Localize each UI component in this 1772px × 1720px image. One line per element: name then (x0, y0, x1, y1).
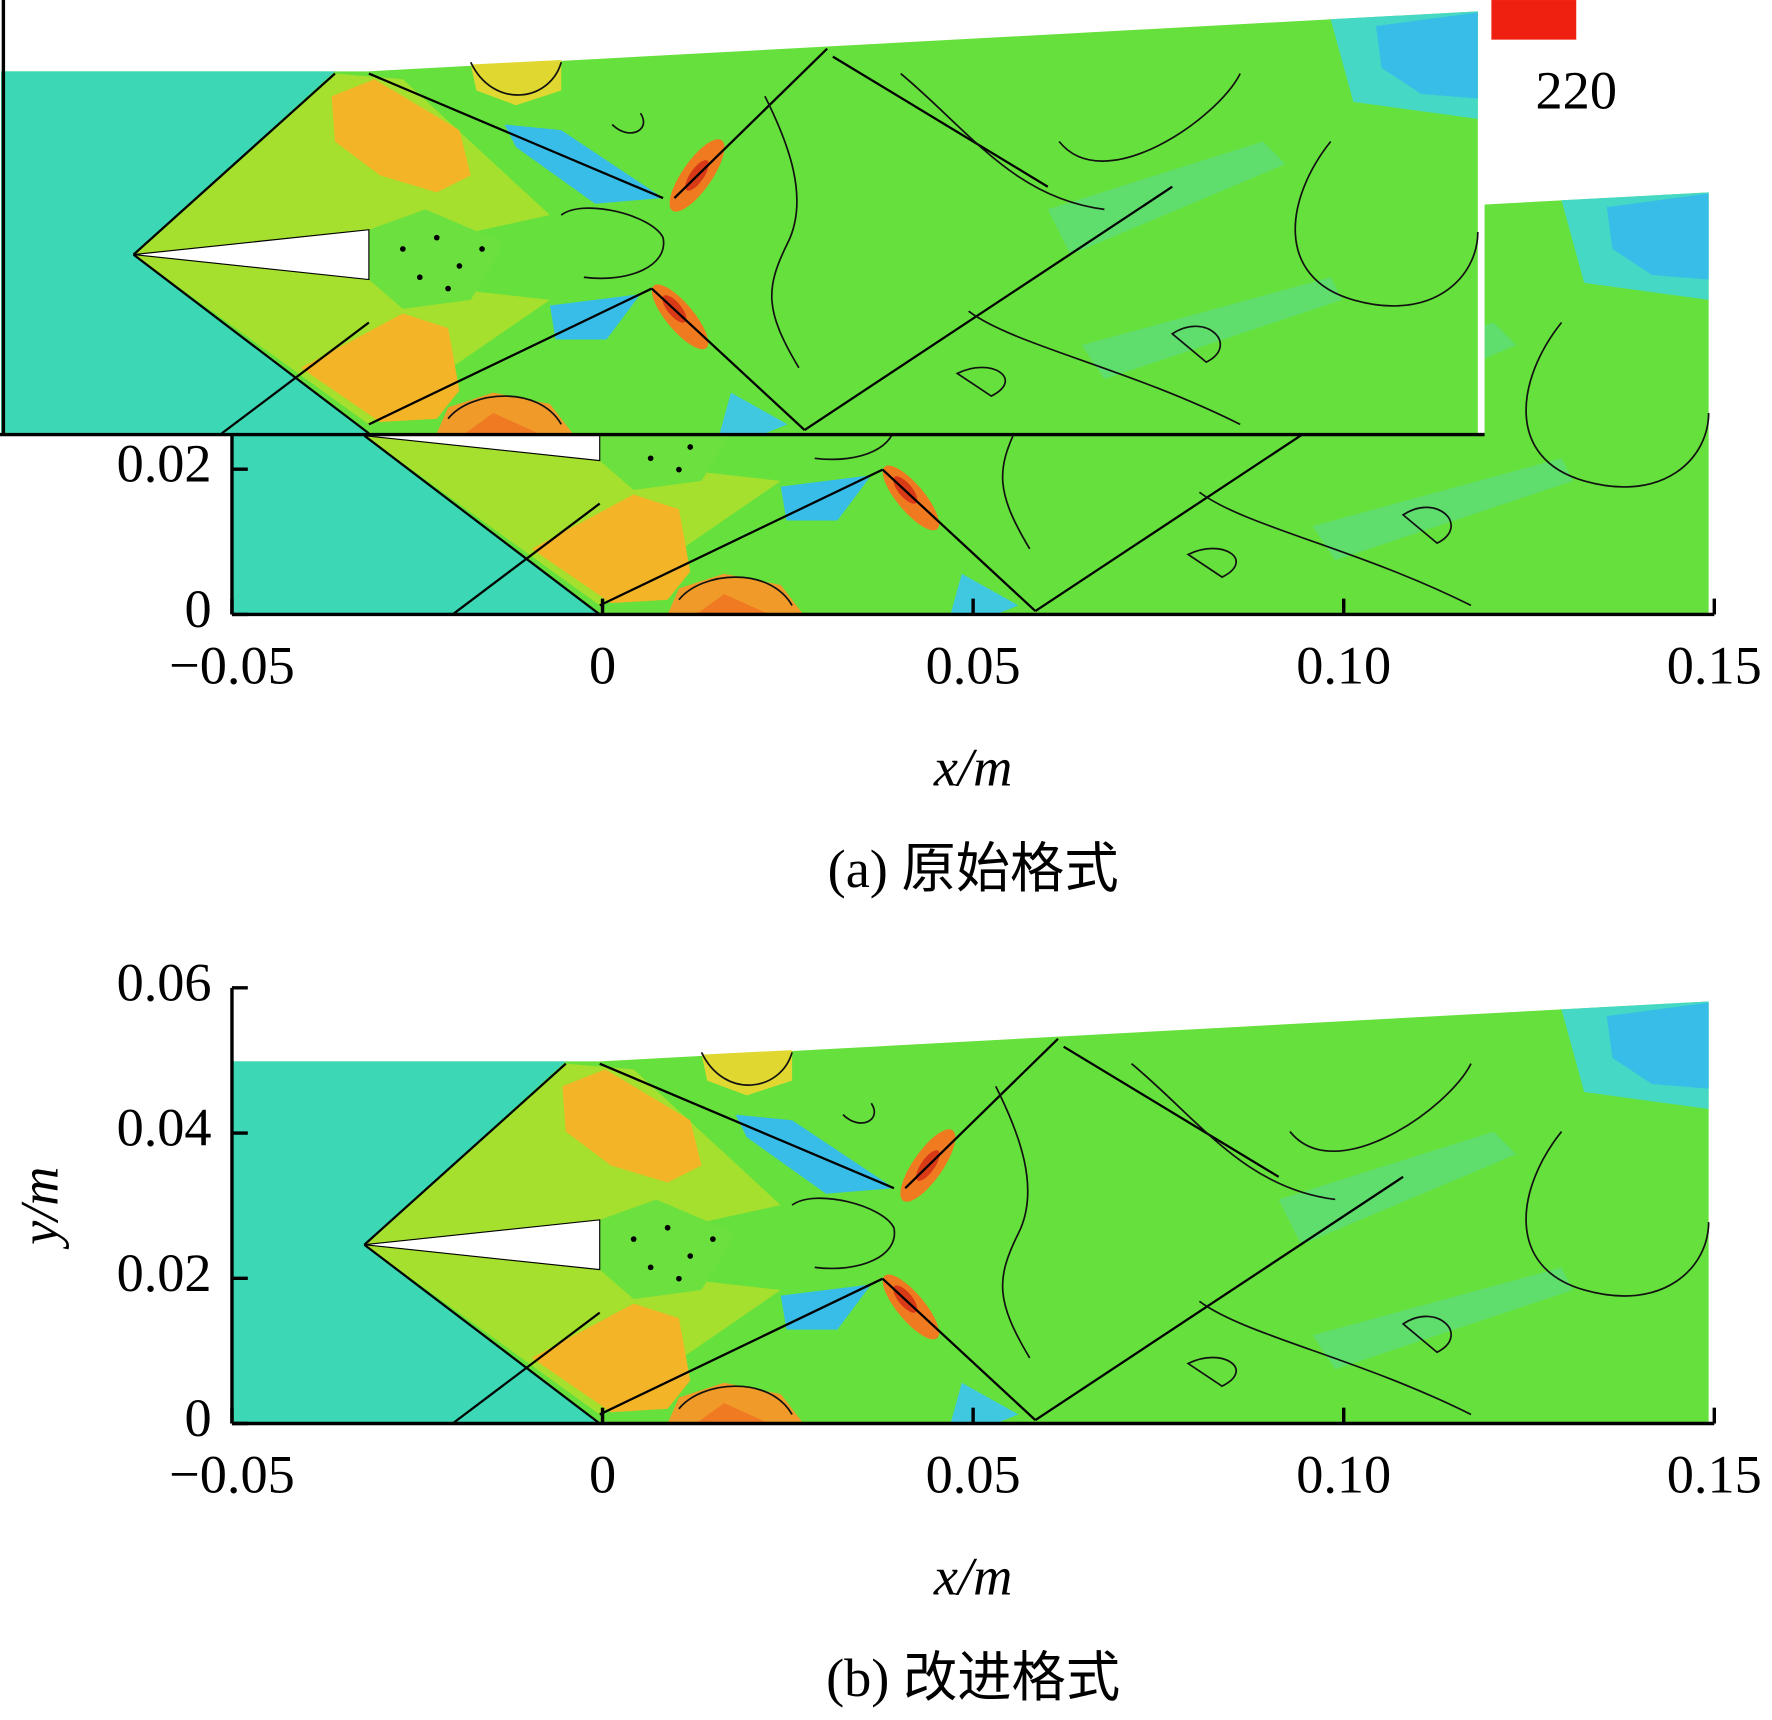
x-tick-label: 0.10 (1296, 1445, 1391, 1505)
y-tick-label: 0 (184, 1388, 211, 1448)
x-tick-label: 0.15 (1667, 636, 1762, 696)
y-tick-label: 0.02 (117, 434, 212, 494)
x-tick-label: 0.05 (926, 1445, 1021, 1505)
x-tick-label: 0.10 (1296, 636, 1391, 696)
contour-field-b (230, 1000, 1710, 1425)
y-tick-label: 0.02 (117, 1243, 212, 1303)
x-tick-label: −0.05 (169, 1445, 295, 1505)
caption: (a) 原始格式 (828, 839, 1119, 899)
x-axis-label: x/m (933, 1546, 1012, 1606)
y-tick-label: 0.06 (117, 952, 212, 1012)
overlay-panel: 220 (0, 0, 1617, 437)
x-axis-label: x/m (933, 737, 1012, 797)
y-axis-label: y/m (10, 1166, 70, 1249)
x-tick-label: 0 (589, 636, 616, 696)
colorbar-swatch (1491, 0, 1577, 40)
x-tick-label: 0.05 (926, 636, 1021, 696)
y-tick-label: 0.04 (117, 1098, 212, 1158)
colorbar-label: 220 (1536, 61, 1617, 121)
caption: (b) 改进格式 (826, 1648, 1120, 1708)
y-tick-label: 0 (184, 579, 211, 639)
x-tick-label: 0.15 (1667, 1445, 1762, 1505)
x-tick-label: −0.05 (169, 636, 295, 696)
x-tick-label: 0 (589, 1445, 616, 1505)
